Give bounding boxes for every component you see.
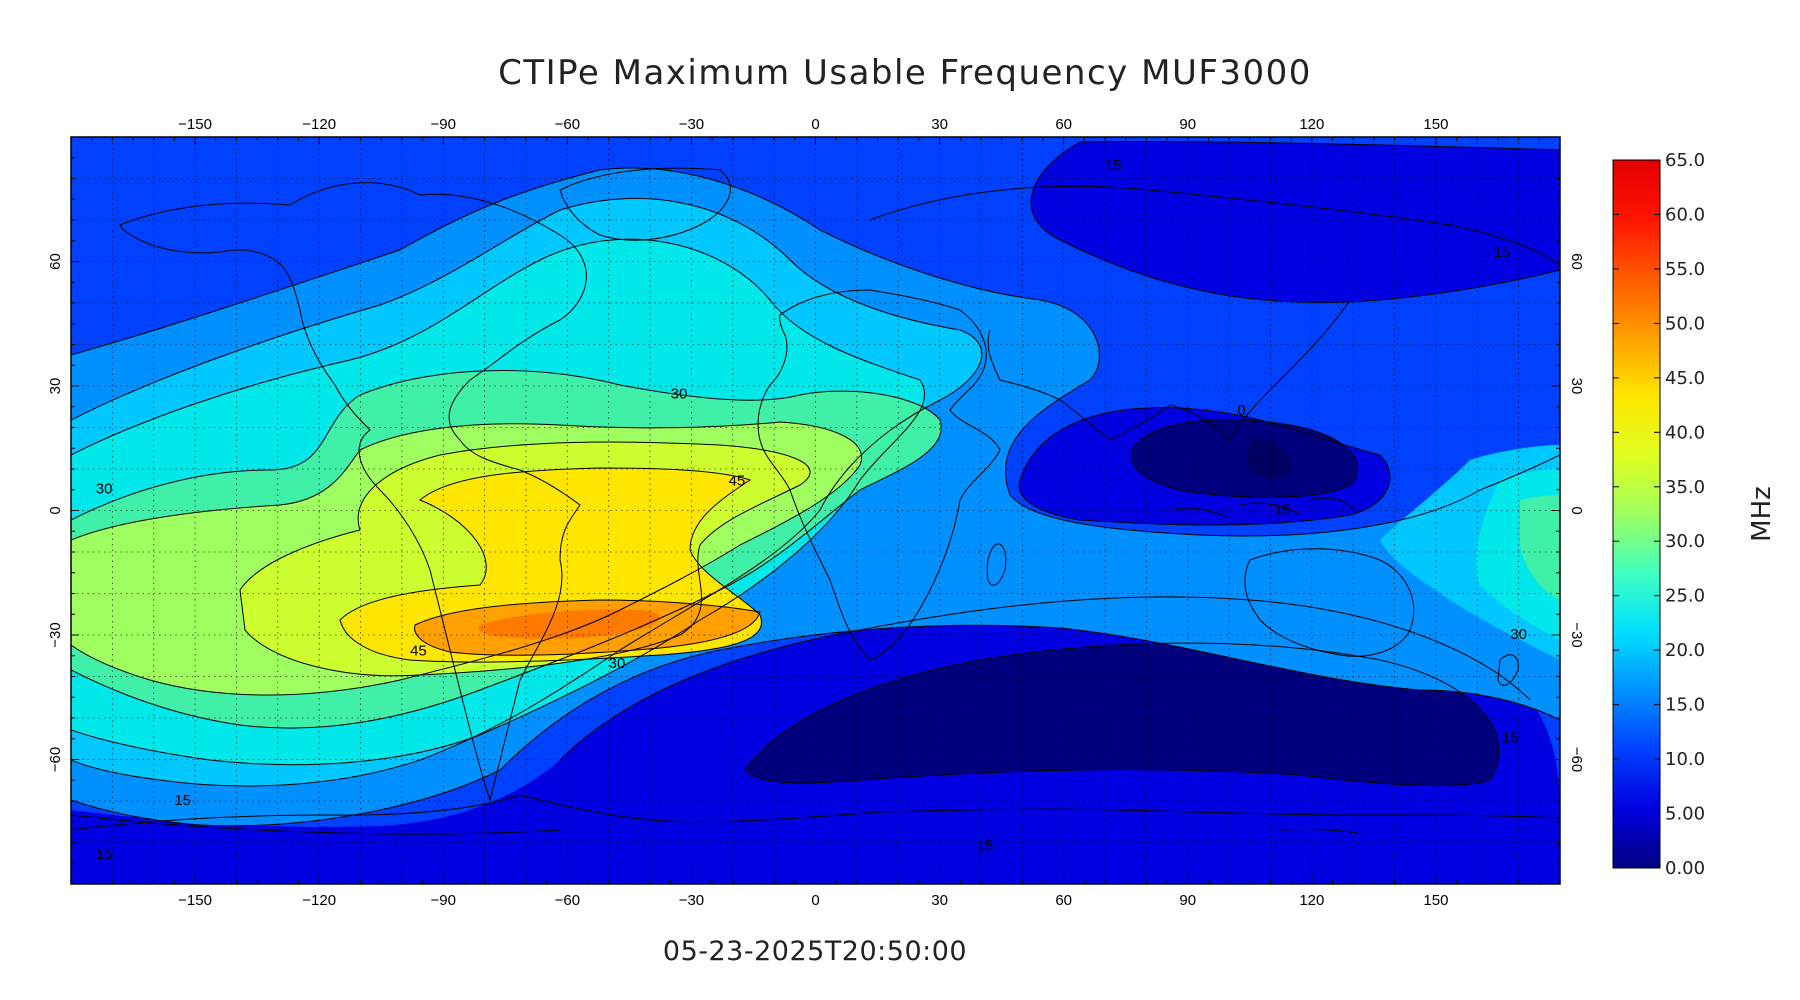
contour-band-0-5-south	[745, 643, 1499, 786]
contour-label: 30	[609, 655, 626, 672]
contour-label: 30	[671, 385, 688, 402]
colorbar-tick-label: 50.0	[1665, 313, 1705, 334]
contour-label: 15	[1494, 244, 1511, 261]
colorbar-tick-label: 5.00	[1665, 804, 1705, 825]
colorbar-tick-label: 65.0	[1665, 150, 1705, 171]
lat-tick-labels-left: 60 30 0 −30 −60	[47, 253, 64, 772]
contour-labels: 15 15 30 30 45 45 30 30 15 15 15 15 15 0	[96, 157, 1527, 863]
lon-tick-label: −60	[555, 116, 580, 133]
colorbar	[1612, 159, 1661, 869]
lat-tick-labels-right: 60 30 0 −30 −60	[1568, 253, 1585, 772]
lon-tick-labels-top: −150 −120 −90 −60 −30 0 30 60 90 120 150	[178, 116, 1448, 133]
contour-label: 15	[1275, 501, 1292, 518]
lat-tick-label: −60	[47, 747, 64, 772]
map-title: CTIPe Maximum Usable Frequency MUF3000	[498, 53, 1312, 93]
coastlines	[71, 167, 1560, 831]
lon-tick-label: −30	[679, 116, 704, 133]
colorbar-tick-label: 25.0	[1665, 586, 1705, 607]
colorbar-unit-label: MHz	[1747, 486, 1777, 542]
contour-label: 15	[1105, 157, 1122, 174]
lon-tick-label: 90	[1179, 116, 1196, 133]
lon-tick-label: −120	[302, 116, 336, 133]
colorbar-tick-label: 45.0	[1665, 368, 1705, 389]
frame-ticks	[70, 136, 1561, 885]
colorbar-tick-label: 0.00	[1665, 858, 1705, 879]
lat-tick-label: −30	[1568, 622, 1585, 647]
contour-label: 0	[1237, 402, 1245, 419]
contour-band-55-60	[478, 609, 660, 639]
contour-band-0-5-asia	[1131, 419, 1358, 498]
lon-tick-label: −150	[178, 892, 212, 909]
timestamp-label: 05-23-2025T20:50:00	[663, 936, 967, 967]
colorbar-ticks: 65.0 60.0 55.0 50.0 45.0 40.0 35.0 30.0 25.0 20.0…	[1613, 150, 1705, 879]
contour-label: 45	[410, 643, 427, 660]
lon-tick-label: −120	[302, 892, 336, 909]
colorbar-tick-label: 35.0	[1665, 477, 1705, 498]
lon-tick-label: 30	[931, 892, 948, 909]
lat-tick-label: 0	[1568, 506, 1585, 514]
colorbar-tick-label: 60.0	[1665, 204, 1705, 225]
colorbar-tick-label: 30.0	[1665, 531, 1705, 552]
contour-label: 15	[977, 838, 994, 855]
muf-contour-plot: 15 15 30 30 45 45 30 30 15 15 15 15 15 0	[71, 137, 1560, 884]
lon-tick-label: 150	[1423, 116, 1448, 133]
lat-tick-label: 0	[47, 506, 64, 514]
lat-tick-label: 60	[47, 253, 64, 270]
lon-tick-label: 90	[1179, 892, 1196, 909]
lon-tick-label: −90	[431, 892, 456, 909]
lon-tick-label: 60	[1055, 892, 1072, 909]
map-gridlines	[71, 137, 1560, 884]
contour-label: 15	[96, 846, 113, 863]
contour-label: 30	[96, 481, 113, 498]
contour-band-5-10-north	[1031, 141, 1560, 303]
contour-core-asia	[1247, 439, 1292, 479]
lon-tick-label: −60	[555, 892, 580, 909]
contour-label: 30	[1510, 626, 1527, 643]
lon-tick-label: 0	[811, 116, 819, 133]
colorbar-tick-label: 40.0	[1665, 422, 1705, 443]
contour-lines	[71, 141, 1560, 836]
colorbar-tick-label: 10.0	[1665, 749, 1705, 770]
lat-tick-label: −30	[47, 622, 64, 647]
lat-tick-label: 60	[1568, 253, 1585, 270]
lat-tick-label: 30	[47, 378, 64, 395]
lat-tick-label: −60	[1568, 747, 1585, 772]
lon-tick-label: −90	[431, 116, 456, 133]
contour-label: 15	[174, 792, 191, 809]
colorbar-tick-label: 15.0	[1665, 695, 1705, 716]
colorbar-tick-label: 20.0	[1665, 640, 1705, 661]
lat-tick-label: 30	[1568, 378, 1585, 395]
lon-tick-label: 120	[1299, 116, 1324, 133]
lon-tick-label: 150	[1423, 892, 1448, 909]
lon-tick-labels-bottom: −150 −120 −90 −60 −30 0 30 60 90 120 150	[178, 892, 1448, 909]
contour-label: 45	[729, 472, 746, 489]
lon-tick-label: −150	[178, 116, 212, 133]
colorbar-tick-label: 55.0	[1665, 259, 1705, 280]
lon-tick-label: 120	[1299, 892, 1324, 909]
lon-tick-label: 30	[931, 116, 948, 133]
lon-tick-label: −30	[679, 892, 704, 909]
lon-tick-label: 0	[811, 892, 819, 909]
lon-tick-label: 60	[1055, 116, 1072, 133]
contour-label: 15	[1502, 730, 1519, 747]
